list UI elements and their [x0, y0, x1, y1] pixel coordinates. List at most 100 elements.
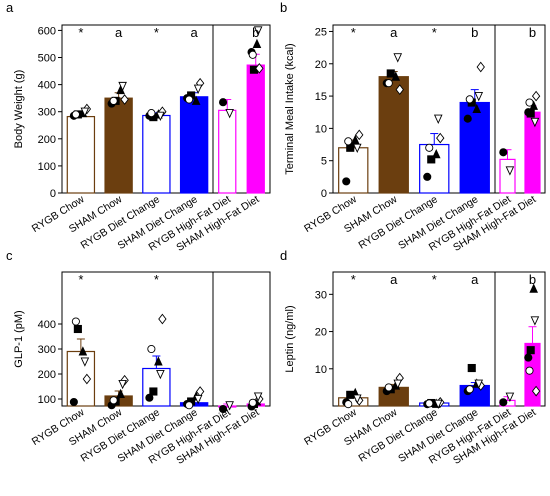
- data-point: [530, 117, 540, 128]
- data-point: [463, 114, 472, 123]
- data-point: [193, 394, 203, 405]
- y-tick-label: 300: [38, 107, 56, 119]
- y-tick-label: 5: [321, 156, 327, 168]
- data-point: [352, 143, 362, 154]
- data-point: [465, 95, 474, 104]
- bar: [419, 143, 450, 194]
- data-point: [355, 129, 364, 141]
- bar: [218, 109, 237, 194]
- data-point: [526, 346, 535, 355]
- data-point: [82, 373, 92, 385]
- data-point: [225, 109, 234, 119]
- significance-label: a: [390, 25, 398, 40]
- y-tick-label: 10: [315, 123, 327, 135]
- data-point: [225, 401, 234, 411]
- data-point: [505, 166, 515, 176]
- bar: [459, 384, 490, 407]
- data-point: [120, 94, 129, 105]
- y-tick-label: 200: [38, 134, 56, 146]
- significance-label: a: [115, 25, 123, 40]
- data-point: [499, 398, 508, 407]
- bar: [104, 97, 133, 194]
- panel-label: a: [6, 0, 14, 15]
- significance-label: *: [154, 25, 159, 40]
- data-point: [80, 107, 90, 117]
- data-point: [431, 148, 441, 159]
- y-tick-label: 15: [315, 91, 327, 103]
- y-tick-label: 400: [38, 80, 56, 92]
- data-point: [465, 385, 474, 394]
- data-point: [158, 313, 167, 325]
- data-point: [185, 95, 194, 104]
- data-point: [423, 172, 432, 181]
- data-point: [218, 98, 228, 107]
- significance-label: *: [351, 272, 356, 287]
- data-point: [147, 109, 156, 118]
- data-point: [149, 387, 158, 396]
- data-point: [156, 369, 165, 380]
- data-point: [253, 392, 263, 402]
- plot-frame: [332, 271, 546, 407]
- significance-label: b: [252, 25, 259, 40]
- y-tick-label: 20: [315, 59, 327, 71]
- data-point: [255, 63, 264, 74]
- data-point: [386, 69, 395, 78]
- bar: [142, 114, 171, 194]
- data-point: [433, 114, 443, 124]
- data-point: [248, 50, 257, 59]
- data-point: [118, 81, 127, 92]
- data-point: [80, 357, 90, 367]
- y-tick-label: 30: [315, 289, 327, 301]
- data-point: [476, 61, 485, 73]
- data-point: [350, 134, 360, 145]
- data-point: [73, 324, 82, 334]
- data-point: [116, 388, 125, 399]
- y-tick-label: 500: [38, 53, 56, 65]
- data-point: [193, 84, 203, 94]
- y-tick-label: 10: [315, 364, 327, 376]
- data-point: [467, 363, 476, 373]
- significance-label: *: [78, 272, 83, 287]
- data-point: [525, 98, 534, 107]
- data-point: [531, 385, 541, 397]
- data-point: [474, 379, 484, 389]
- significance-label: *: [432, 272, 437, 287]
- data-point: [218, 404, 228, 414]
- data-point: [69, 397, 78, 407]
- y-tick-label: 600: [38, 25, 56, 37]
- bar: [66, 115, 96, 194]
- significance-label: *: [154, 272, 159, 287]
- bar: [378, 76, 409, 194]
- y-tick-label: 0: [50, 188, 56, 200]
- y-tick-label: 0: [321, 188, 327, 200]
- data-point: [472, 103, 482, 114]
- y-axis-label: Terminal Meal Intake (kcal): [284, 43, 296, 174]
- bar: [524, 111, 541, 194]
- data-point: [109, 96, 118, 105]
- y-tick-label: 200: [38, 369, 56, 381]
- data-point: [252, 38, 262, 49]
- data-point: [427, 155, 436, 164]
- data-point: [352, 394, 362, 404]
- data-point: [436, 132, 445, 144]
- significance-label: *: [432, 25, 437, 40]
- data-point: [526, 109, 535, 118]
- panel-label: c: [6, 248, 13, 263]
- y-tick-label: 20: [315, 327, 327, 339]
- y-tick-label: 300: [38, 344, 56, 356]
- data-point: [71, 317, 80, 326]
- significance-label: a: [471, 272, 479, 287]
- significance-label: a: [191, 25, 199, 40]
- y-axis-label: Leptin (ng/ml): [284, 305, 296, 372]
- significance-label: b: [529, 272, 536, 287]
- y-tick-label: 100: [38, 161, 56, 173]
- data-point: [433, 399, 443, 410]
- data-point: [530, 316, 540, 326]
- data-point: [505, 392, 515, 402]
- significance-label: *: [351, 25, 356, 40]
- panel-label: d: [280, 248, 287, 263]
- data-point: [384, 79, 393, 88]
